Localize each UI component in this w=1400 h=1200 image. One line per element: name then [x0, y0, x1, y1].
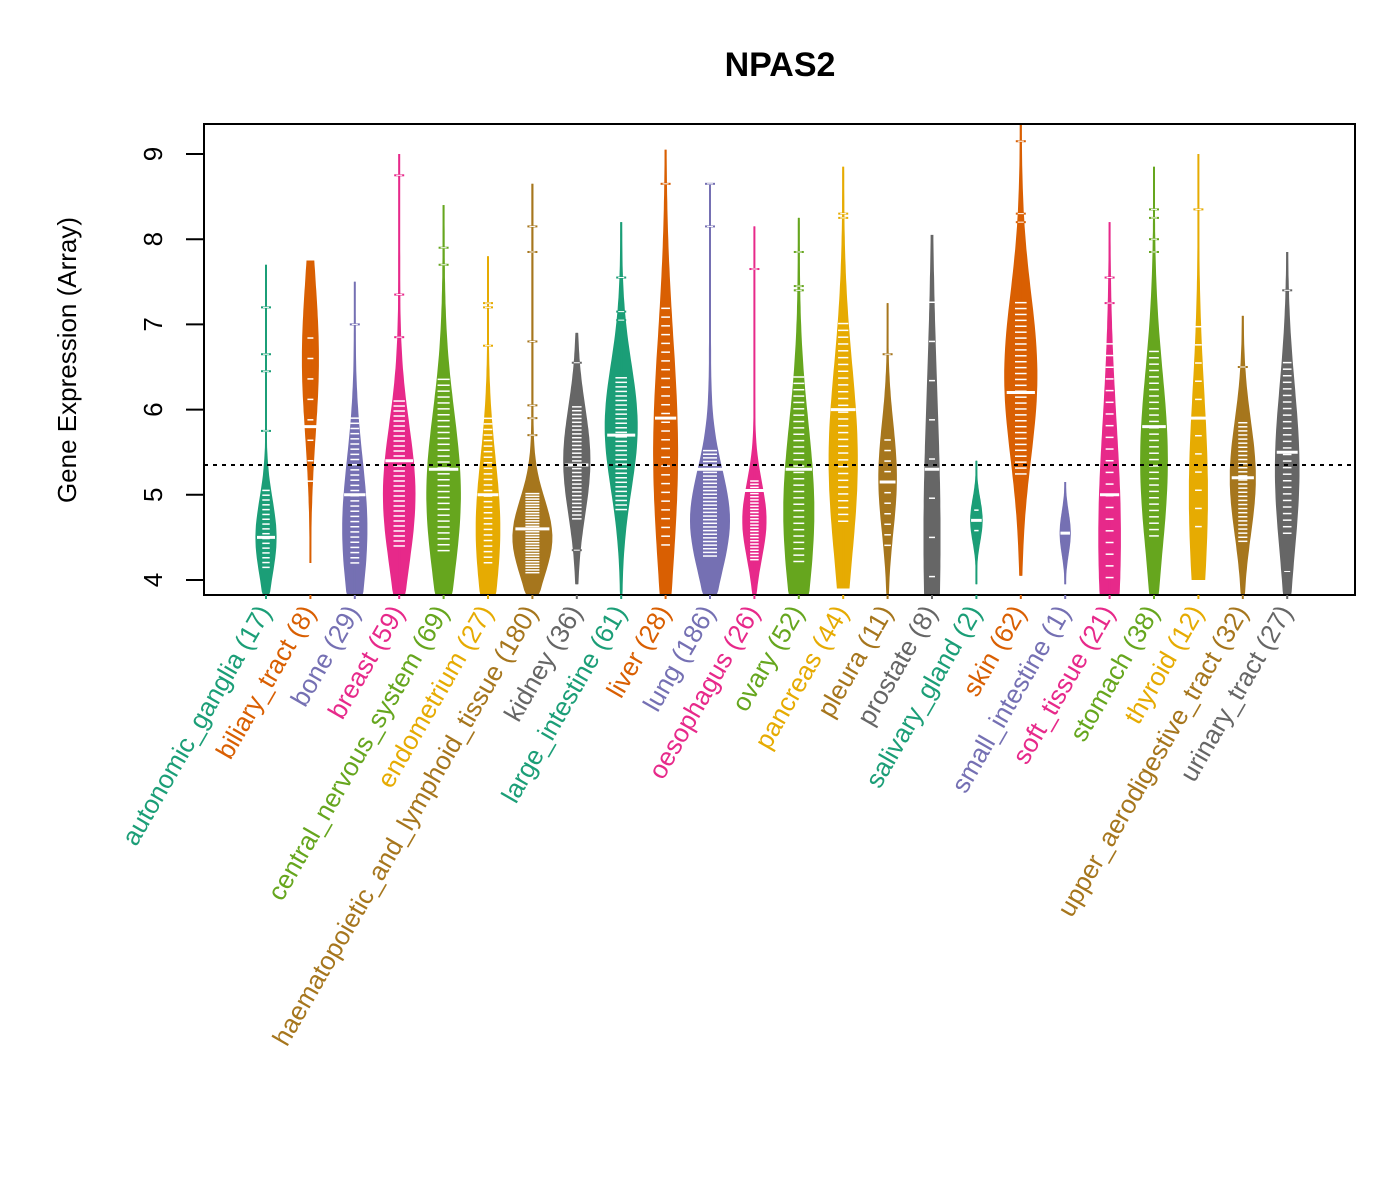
violin-prostate	[923, 234, 941, 594]
violin-large-intestine	[604, 222, 638, 594]
violin-bone	[342, 281, 368, 594]
violin-endometrium	[475, 256, 501, 594]
violin-skin	[1004, 125, 1038, 576]
violin-haematopoietic-and-lymphoid-tissue	[512, 183, 553, 595]
violin-pleura	[878, 303, 897, 594]
violin-urinary-tract	[1274, 251, 1300, 594]
violin-stomach	[1140, 166, 1168, 595]
chart-title: NPAS2	[725, 46, 836, 84]
y-axis: 4 5 6 7 8 9	[138, 147, 204, 587]
y-tick-label: 9	[138, 147, 168, 161]
y-axis-label: Gene Expression (Array)	[52, 217, 82, 503]
y-tick-label: 4	[138, 573, 168, 587]
y-tick-label: 6	[138, 402, 168, 416]
violin-salivary-gland	[970, 460, 983, 585]
violin-liver	[653, 149, 679, 594]
y-tick-label: 5	[138, 488, 168, 502]
y-tick-label: 8	[138, 232, 168, 246]
violin-central-nervous-system	[426, 205, 461, 594]
plot-frame	[203, 123, 1356, 596]
x-axis-labels: autonomic_ganglia (17)biliary_tract (8)b…	[115, 595, 1298, 1051]
violin-autonomic-ganglia	[255, 264, 277, 594]
violin-biliary-tract	[301, 260, 319, 563]
violin-thyroid	[1188, 154, 1208, 580]
violin-group	[255, 125, 1300, 595]
violin-upper-aerodigestive-tract	[1229, 315, 1256, 594]
violin-kidney	[563, 332, 591, 585]
violin-lung	[690, 182, 730, 595]
violin-small-intestine	[1059, 482, 1071, 585]
y-tick-label: 7	[138, 317, 168, 331]
violin-ovary	[783, 217, 815, 594]
violin-pancreas	[828, 166, 858, 589]
violin-breast	[382, 154, 416, 594]
violin-oesophagus	[742, 226, 767, 594]
violin-soft-tissue	[1098, 222, 1121, 594]
